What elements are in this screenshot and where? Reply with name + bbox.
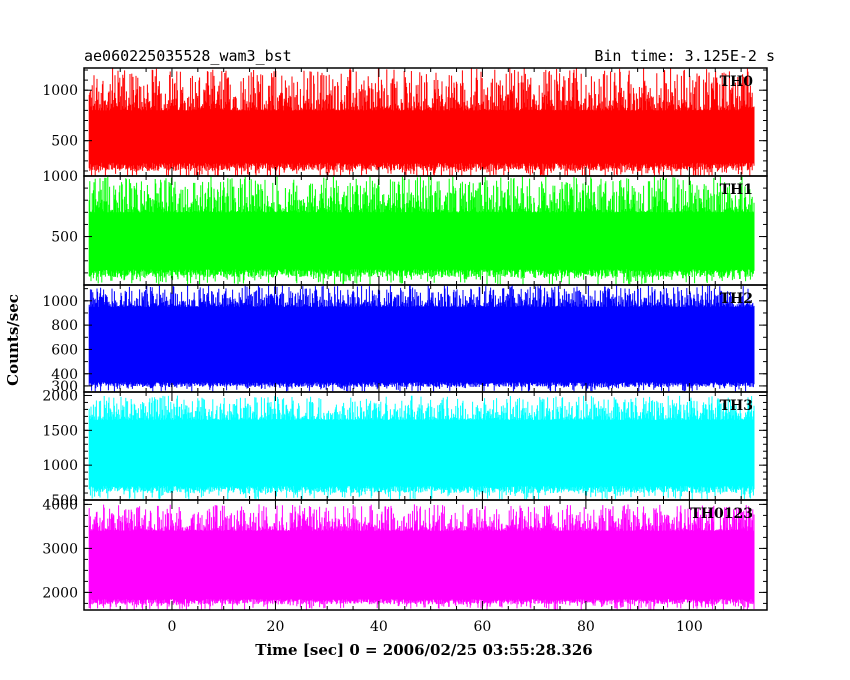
panel-th0123: 2000 3000 4000 TH0123 <box>42 497 768 611</box>
x-tick-label: 0 <box>168 619 177 635</box>
y-tick-label-th2: 300 <box>51 379 78 395</box>
y-axis-label: Counts/sec <box>4 294 22 386</box>
chart-title-left: ae060225035528_wam3_bst <box>84 47 292 65</box>
series-line-th0 <box>88 68 755 176</box>
y-tick-label-th0: 500 <box>51 134 78 150</box>
y-tick-label-th2: 400 <box>51 367 78 383</box>
x-tick-label: 40 <box>370 619 388 635</box>
y-tick-label-th3: 500 <box>51 493 78 509</box>
x-axis-label: Time [sec] 0 = 2006/02/25 03:55:28.326 <box>255 641 592 659</box>
y-tick-label-th0: 1000 <box>42 83 78 99</box>
y-tick-label-th3: 1500 <box>42 423 78 439</box>
y-tick-label-th0123: 3000 <box>42 541 78 557</box>
x-tick-label: 80 <box>577 619 595 635</box>
y-tick-label-th0123: 4000 <box>42 497 78 513</box>
panel-frame-th0123 <box>83 499 768 611</box>
y-tick-label-th1: 1000 <box>42 169 78 185</box>
panel-label-th3: TH3 <box>720 398 753 414</box>
panel-th1: 500 1000 TH1 <box>42 169 768 286</box>
x-tick-label: 20 <box>267 619 285 635</box>
y-tick-label-th3: 1000 <box>42 458 78 474</box>
panel-th3: 500 1000 1500 2000 TH3 <box>42 388 768 509</box>
panel-label-th2: TH2 <box>720 291 753 307</box>
x-tick-label: 60 <box>474 619 492 635</box>
y-tick-label-th0123: 2000 <box>42 585 78 601</box>
y-tick-label-th2: 800 <box>51 318 78 334</box>
panel-label-th0: TH0 <box>720 74 754 90</box>
x-tick-label: 100 <box>676 619 703 635</box>
panel-label-th1: TH1 <box>720 182 753 198</box>
chart-title-right: Bin time: 3.125E-2 s <box>594 47 775 65</box>
y-tick-label-th3: 2000 <box>42 388 78 404</box>
panel-th0: 500 1000 TH0 <box>42 67 768 177</box>
series-line-th0123 <box>88 504 755 610</box>
y-tick-label-th2: 1000 <box>42 294 78 310</box>
y-tick-label-th1: 500 <box>51 230 78 246</box>
panel-label-th0123: TH0123 <box>690 506 753 522</box>
series-line-th1 <box>88 176 755 285</box>
series-line-th2 <box>88 285 755 392</box>
series-line-th3 <box>88 395 755 500</box>
y-tick-label-th2: 600 <box>51 342 78 358</box>
